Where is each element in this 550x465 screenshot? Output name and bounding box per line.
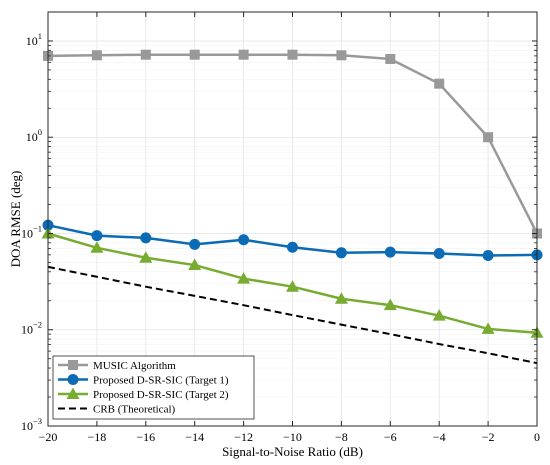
data-point (384, 246, 396, 258)
legend-item: CRB (Theoretical) (58, 404, 176, 416)
legend-item: MUSIC Algorithm (58, 360, 176, 372)
x-tick-label: −14 (185, 430, 204, 444)
y-tick-exponent: 1 (38, 31, 42, 41)
x-tick-label: −20 (39, 430, 58, 444)
legend-marker (66, 387, 80, 399)
legend-marker (68, 360, 78, 370)
series-3 (47, 265, 538, 365)
data-point (139, 251, 153, 263)
x-tick-label: −8 (335, 430, 348, 444)
y-tick-label: 10−3 (21, 416, 42, 433)
data-point (433, 247, 445, 259)
y-axis-label: DOA RMSE (deg) (8, 171, 23, 268)
data-point (237, 272, 251, 284)
series-line (47, 265, 538, 365)
data-point (140, 232, 152, 244)
data-point (189, 238, 201, 250)
tick-labels: −20 −18 −16 −14 −12 −10 −8 −6 −4 −2 010−310−210−11… (21, 31, 540, 444)
y-tick-exponent: 0 (38, 127, 42, 137)
data-point (90, 241, 104, 253)
series-1 (42, 219, 543, 262)
x-tick-label: −12 (234, 430, 253, 444)
y-tick-base: 10 (26, 34, 38, 48)
data-point (238, 49, 249, 60)
data-point (481, 322, 495, 334)
y-tick-label: 101 (26, 31, 42, 48)
y-tick-base: 10 (26, 130, 38, 144)
data-point (334, 292, 348, 304)
y-tick-base: 10 (21, 226, 33, 240)
data-point (287, 241, 298, 253)
legend-marker (67, 374, 79, 385)
y-tick-label: 10−2 (21, 320, 42, 337)
data-point (91, 50, 102, 61)
legend-label: Proposed D-SR-SIC (Target 1) (93, 375, 229, 387)
data-point (91, 230, 103, 242)
x-tick-label: 0 (534, 430, 540, 444)
data-point (335, 247, 347, 259)
data-point (432, 309, 446, 321)
data-point (140, 49, 151, 60)
x-tick-label: −10 (283, 430, 302, 444)
series-layer (41, 49, 544, 365)
legend-item: Proposed D-SR-SIC (Target 2) (58, 387, 229, 401)
axis-ticks (47, 12, 538, 427)
data-point (188, 258, 202, 271)
data-point (189, 49, 200, 60)
x-tick-label: −2 (482, 430, 495, 444)
y-tick-base: 10 (21, 419, 33, 433)
data-point (383, 298, 397, 311)
y-tick-exponent: −2 (33, 320, 42, 330)
legend: MUSIC Algorithm Proposed D-SR-SIC (Target… (52, 355, 255, 420)
data-point (336, 50, 347, 61)
legend-label: MUSIC Algorithm (93, 360, 176, 372)
data-point (238, 234, 250, 246)
data-point (385, 53, 396, 64)
data-point (286, 280, 299, 292)
data-point (434, 78, 445, 89)
data-point (483, 132, 494, 143)
y-tick-label: 10−1 (21, 223, 42, 240)
x-tick-label: −6 (384, 430, 397, 444)
data-point (287, 49, 298, 60)
legend-item: Proposed D-SR-SIC (Target 1) (58, 374, 229, 387)
data-point (482, 250, 494, 262)
x-tick-label: −16 (136, 430, 155, 444)
x-axis-label: Signal-to-Noise Ratio (dB) (222, 444, 363, 459)
x-tick-label: −18 (88, 430, 107, 444)
legend-label: CRB (Theoretical) (93, 404, 176, 416)
y-tick-exponent: −3 (33, 416, 42, 426)
y-tick-base: 10 (21, 323, 33, 337)
y-tick-label: 100 (26, 127, 42, 144)
y-tick-exponent: −1 (33, 223, 42, 233)
series-2 (41, 226, 544, 338)
legend-label: Proposed D-SR-SIC (Target 2) (93, 389, 229, 401)
x-tick-label: −4 (433, 430, 446, 444)
